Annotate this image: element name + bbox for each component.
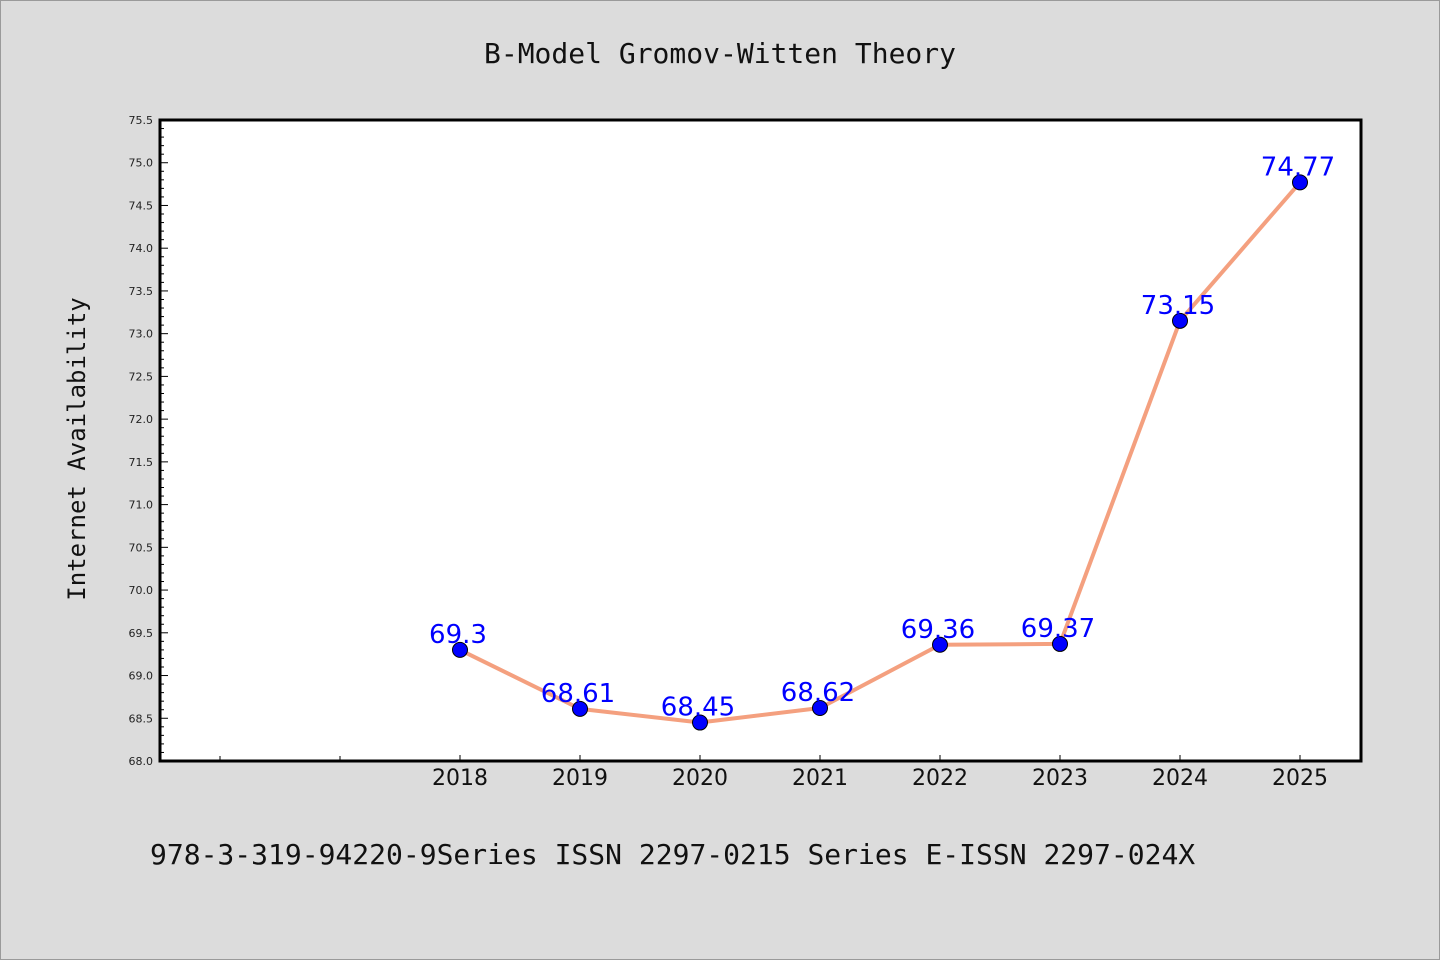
data-point: [1052, 635, 1068, 652]
y-tick-label: 70.0: [129, 584, 154, 597]
series-line-layer: [452, 174, 1308, 731]
y-tick-label: 69.5: [129, 627, 154, 640]
y-tick-label: 73.0: [129, 328, 154, 341]
data-label-layer: 69.3 68.61 68.45 68.62 69.36 69.37 73.15 74.77: [429, 152, 1335, 722]
plot-area: [158, 118, 1363, 763]
data-label: 74.77: [1261, 152, 1335, 182]
data-point: [572, 700, 588, 717]
y-tick-label: 75.0: [129, 157, 154, 170]
y-tick-label: 68.5: [129, 712, 154, 725]
data-label: 68.62: [781, 678, 855, 708]
chart-title: B-Model Gromov-Witten Theory: [484, 37, 956, 70]
y-tick-label: 73.5: [129, 285, 154, 298]
data-point: [812, 700, 828, 717]
data-point: [692, 714, 708, 731]
x-tick-label: 2022: [912, 766, 968, 791]
y-tick-label: 72.0: [129, 413, 154, 426]
x-axis: 2018 2019 2020 2021 2022 2023 2024 2025: [219, 755, 1328, 791]
y-tick-label: 69.0: [129, 670, 154, 683]
y-tick-label: 70.5: [129, 541, 154, 554]
x-tick-label: 2023: [1032, 766, 1088, 791]
x-tick-label: 2025: [1272, 766, 1328, 791]
data-label: 73.15: [1141, 291, 1215, 321]
y-tick-label: 74.0: [129, 242, 154, 255]
data-point: [1172, 312, 1188, 329]
series-line: [459, 181, 1302, 725]
data-point: [452, 641, 468, 658]
x-tick-label: 2018: [432, 766, 488, 791]
data-point: [932, 636, 948, 653]
x-tick-label: 2019: [552, 766, 608, 791]
y-tick-label: 68.0: [129, 755, 154, 768]
y-axis-label: Internet Availability: [63, 297, 91, 600]
y-axis: 68.0 68.5 69.0 69.5 70.0 70.5 71.0 71.5 72.0 72.5…: [129, 114, 168, 768]
y-tick-label: 74.5: [129, 199, 154, 212]
y-tick-label: 72.5: [129, 370, 154, 383]
x-tick-label: 2021: [792, 766, 848, 791]
y-tick-label: 71.0: [129, 499, 154, 512]
data-label: 69.36: [901, 615, 975, 645]
footer-text: 978-3-319-94220-9Series ISSN 2297-0215 S…: [150, 838, 1195, 871]
y-tick-label: 71.5: [129, 456, 154, 469]
data-label: 69.3: [429, 620, 487, 650]
data-label: 68.45: [661, 693, 735, 723]
data-point: [1292, 174, 1308, 191]
y-tick-label: 75.5: [129, 114, 154, 127]
x-tick-label: 2020: [672, 766, 728, 791]
data-label: 68.61: [541, 679, 615, 709]
x-tick-label: 2024: [1152, 766, 1208, 791]
data-label: 69.37: [1021, 614, 1095, 644]
